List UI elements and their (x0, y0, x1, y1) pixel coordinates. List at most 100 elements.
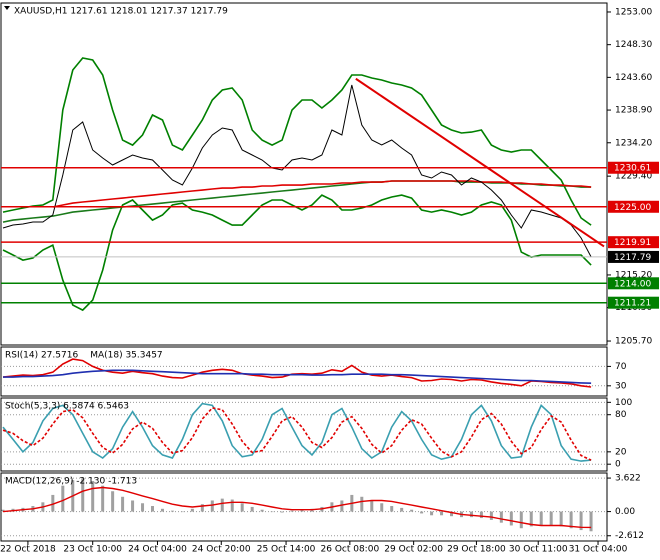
y-tick-label: 1238.90 (615, 106, 652, 116)
x-tick-label: 23 Oct 10:00 (63, 545, 122, 555)
level-label: 1214.00 (614, 279, 651, 289)
y-tick-label: 1205.70 (615, 337, 652, 347)
histogram-bar (220, 498, 224, 512)
histogram-bar (240, 503, 244, 512)
x-tick-label: 30 Oct 11:00 (509, 545, 568, 555)
histogram-bar (141, 503, 145, 512)
histogram-bar (579, 511, 583, 531)
histogram-bar (519, 511, 523, 529)
histogram-bar (51, 494, 55, 512)
y-tick-label: 30 (615, 381, 627, 391)
histogram-bar (400, 507, 404, 512)
panel-frame (0, 397, 608, 472)
histogram-bar (170, 510, 174, 512)
y-tick-label: 1215.20 (615, 270, 652, 280)
histogram-bar (101, 485, 105, 512)
y-tick-label: 0.00 (615, 507, 635, 517)
histogram-bar (91, 481, 95, 512)
panel-subtitle: MA(18) 35.3457 (90, 351, 162, 361)
panel-title: Stoch(5,3,3) 6.5874 6.5463 (5, 402, 129, 412)
x-tick-label: 24 Oct 04:00 (128, 545, 187, 555)
y-tick-label: 1229.40 (615, 172, 652, 182)
series-line (52, 180, 592, 208)
series-line (2, 402, 592, 462)
y-tick-label: 1243.60 (615, 73, 652, 83)
histogram-bar (160, 508, 164, 512)
histogram-bar (549, 511, 553, 526)
histogram-bar (569, 511, 573, 529)
histogram-bar (479, 511, 483, 519)
histogram-bar (529, 511, 533, 527)
y-tick-label: 1248.30 (615, 40, 652, 50)
y-tick-label: 80 (615, 410, 627, 420)
histogram-bar (280, 511, 284, 513)
series-line (3, 369, 592, 384)
level-tag (608, 296, 659, 309)
histogram-bar (200, 504, 204, 512)
histogram-bar (539, 511, 543, 526)
histogram-bar (430, 511, 434, 516)
x-tick-label: 24 Oct 20:00 (192, 545, 251, 555)
histogram-bar (420, 511, 424, 514)
y-tick-label: 1253.00 (615, 7, 652, 17)
x-tick-label: 31 Oct 04:00 (569, 545, 628, 555)
panel-frame (0, 346, 608, 397)
x-tick-label: 25 Oct 14:00 (257, 545, 316, 555)
symbol-icon (4, 6, 10, 10)
histogram-bar (360, 496, 364, 512)
level-tag (608, 161, 659, 174)
histogram-bar (410, 509, 414, 512)
panel-title: XAUUSD,H1 1217.61 1218.01 1217.37 1217.7… (14, 7, 228, 17)
histogram-bar (380, 503, 384, 512)
series-line (2, 57, 592, 226)
histogram-bar (370, 500, 374, 512)
histogram-bar (260, 509, 264, 512)
y-tick-label: 20 (615, 447, 627, 457)
signal-line (2, 486, 592, 529)
histogram-bar (111, 491, 115, 512)
panel-title: MACD(12,26,9) -2.130 -1.713 (5, 477, 137, 487)
histogram-bar (300, 509, 304, 512)
level-label: 1225.00 (614, 203, 651, 213)
histogram-bar (210, 500, 214, 512)
last-price-tag (608, 250, 659, 263)
x-tick-label: 22 Oct 2018 (0, 545, 56, 555)
histogram-bar (290, 510, 294, 512)
histogram-bar (180, 511, 184, 513)
level-tag (608, 200, 659, 213)
histogram-bar (190, 508, 194, 512)
histogram-bar (499, 511, 503, 523)
histogram-bar (440, 511, 444, 516)
panel-frame (0, 472, 608, 542)
y-tick-label: 0 (615, 460, 621, 470)
histogram-bar (559, 511, 563, 527)
histogram-bar (340, 500, 344, 512)
x-tick-label: 29 Oct 18:00 (447, 545, 506, 555)
level-label: 1230.61 (614, 164, 651, 174)
last-price-label: 1217.79 (614, 253, 651, 263)
x-tick-label: 26 Oct 08:00 (321, 545, 380, 555)
series-line (2, 180, 592, 223)
panel-frame (0, 2, 608, 346)
level-tag (608, 236, 659, 249)
histogram-bar (589, 511, 593, 532)
histogram-bar (509, 511, 513, 526)
histogram-bar (390, 506, 394, 512)
histogram-bar (230, 499, 234, 512)
histogram-bar (469, 511, 473, 518)
level-label: 1211.21 (614, 299, 651, 309)
y-tick-label: -2.612 (615, 531, 644, 541)
series-line (2, 84, 592, 258)
histogram-bar (250, 506, 254, 512)
y-tick-label: 1234.20 (615, 138, 652, 148)
histogram-bar (450, 511, 454, 517)
panel-title: RSI(14) 27.5716 (5, 351, 78, 361)
histogram-bar (270, 511, 274, 513)
x-tick-label: 29 Oct 02:00 (384, 545, 443, 555)
histogram-bar (81, 478, 85, 512)
histogram-bar (1, 509, 5, 512)
y-tick-label: 70 (615, 362, 627, 372)
histogram-bar (131, 500, 135, 512)
